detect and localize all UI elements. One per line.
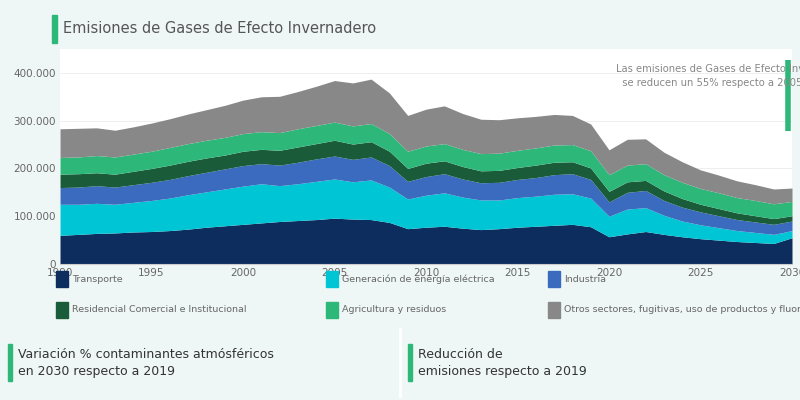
Bar [408,344,412,381]
Text: Otros sectores, fugitivas, uso de productos y fluorados: Otros sectores, fugitivas, uso de produc… [564,306,800,314]
Bar [548,302,560,318]
Bar [326,302,338,318]
Bar [8,344,12,381]
Bar [56,302,67,318]
Text: Transporte: Transporte [72,274,122,284]
Text: Reducción de
emisiones respecto a 2019: Reducción de emisiones respecto a 2019 [418,348,586,378]
Bar [326,271,338,287]
Text: Generación de energía eléctrica: Generación de energía eléctrica [342,274,494,284]
Bar [52,14,57,42]
Text: Industria: Industria [564,274,606,284]
Text: Agricultura y residuos: Agricultura y residuos [342,306,446,314]
Text: Variación % contaminantes atmósféricos
en 2030 respecto a 2019: Variación % contaminantes atmósféricos e… [18,348,274,378]
Text: Residencial Comercial e Institucional: Residencial Comercial e Institucional [72,306,246,314]
Bar [56,271,67,287]
Text: Emisiones de Gases de Efecto Invernadero: Emisiones de Gases de Efecto Invernadero [63,21,376,36]
Bar [548,271,560,287]
Text: Las emisiones de Gases de Efecto Invernadero
  se reducen un 55% respecto a 2005: Las emisiones de Gases de Efecto Inverna… [616,64,800,88]
